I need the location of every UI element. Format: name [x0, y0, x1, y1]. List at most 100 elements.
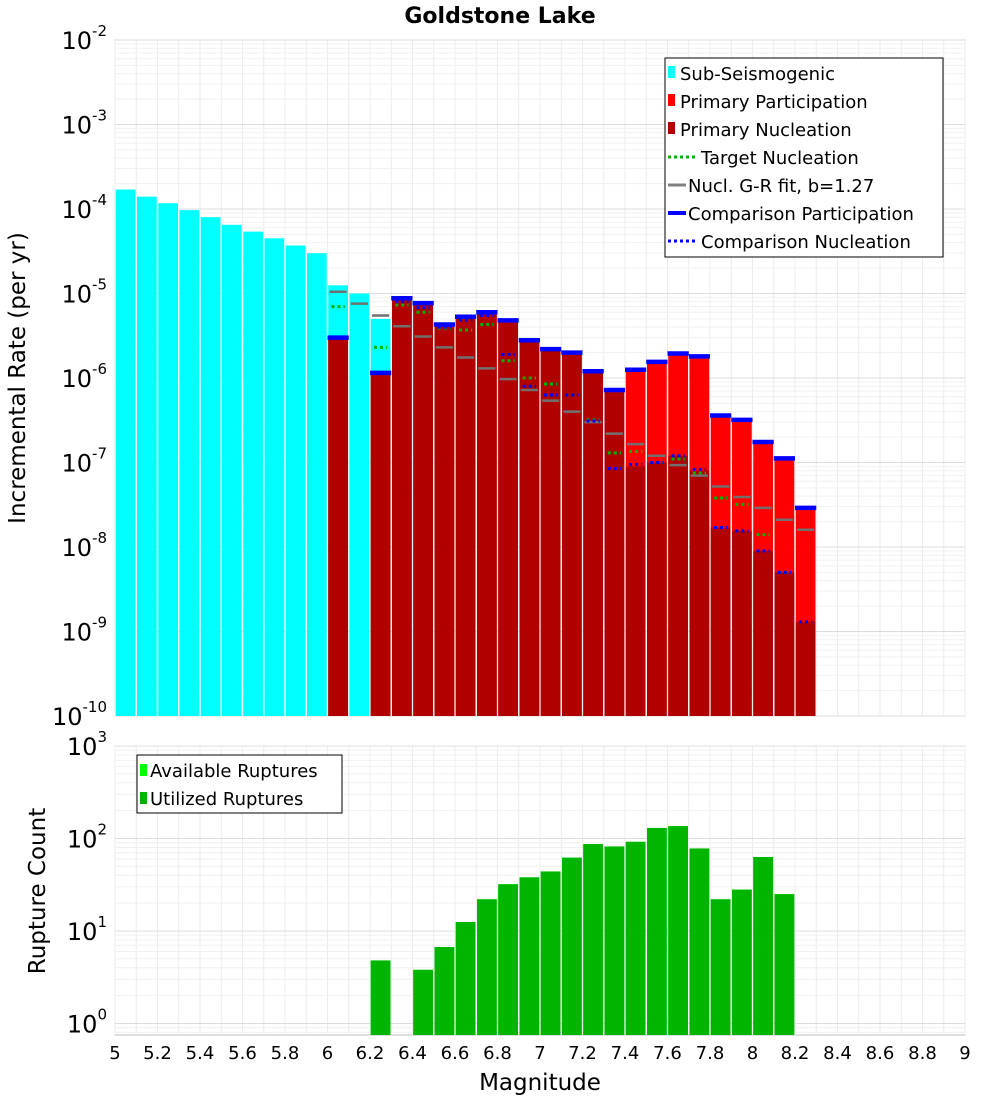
sub-seismogenic-bar: [115, 189, 136, 716]
legend-label-target-nucleation: Target Nucleation: [700, 148, 859, 169]
bottom-y-tick-labels: 100 101 102 103: [67, 728, 107, 1038]
x-tick-label: 5.6: [228, 1043, 257, 1064]
legend-label-primary-participation: Primary Participation: [680, 92, 868, 113]
legend-label-available-ruptures: Available Ruptures: [150, 761, 318, 782]
bottom-legend: Available Ruptures Utilized Ruptures: [136, 754, 343, 814]
legend-label-comparison-participation: Comparison Participation: [688, 204, 914, 225]
y-tick-label: 10-5: [61, 276, 107, 309]
y-tick-label: 10-9: [61, 614, 107, 647]
nucleation-bar: [689, 470, 710, 716]
bottom-bars: [370, 826, 795, 1035]
legend-swatch-sub-seismogenic: [668, 66, 675, 78]
nucleation-bar: [413, 304, 433, 716]
sub-seismogenic-bar: [222, 224, 242, 716]
sub-seismogenic-bar: [179, 210, 200, 716]
bottom-legend-box: [136, 754, 343, 814]
utilized-ruptures-bar: [370, 960, 391, 1035]
chart-title: Goldstone Lake: [404, 4, 595, 29]
x-tick-label: 5: [109, 1043, 120, 1064]
legend-label-primary-nucleation: Primary Nucleation: [680, 120, 852, 141]
sub-seismogenic-bar: [285, 245, 306, 717]
x-tick-labels: 5 5.2 5.4 5.6 5.8 6 6.2 6.4 6.6 6.8 7 7.2 7.4 7.6 7.8 8…: [109, 1043, 970, 1064]
x-tick-label: 6: [322, 1043, 333, 1064]
x-axis-label: Magnitude: [479, 1070, 601, 1096]
nucleation-bar: [455, 317, 476, 716]
utilized-ruptures-bar: [562, 857, 582, 1035]
nucleation-bar: [328, 338, 348, 716]
utilized-ruptures-bar: [710, 899, 731, 1035]
bottom-y-axis-label: Rupture Count: [25, 808, 51, 974]
sub-seismogenic-bar: [243, 231, 263, 716]
sub-seismogenic-bar: [349, 293, 370, 716]
utilized-ruptures-bar: [668, 826, 688, 1035]
utilized-ruptures-bar: [625, 841, 646, 1035]
y-tick-label: 10-10: [52, 698, 107, 731]
sub-seismogenic-bar: [307, 253, 327, 716]
utilized-ruptures-bar: [413, 969, 433, 1035]
x-tick-label: 6.8: [483, 1043, 512, 1064]
nucleation-bar: [604, 391, 625, 716]
x-tick-label: 5.4: [186, 1043, 215, 1064]
nucleation-bar: [477, 312, 497, 716]
legend-swatch-available-ruptures: [140, 764, 147, 776]
utilized-ruptures-bar: [774, 894, 795, 1035]
x-tick-label: 5.8: [271, 1043, 300, 1064]
nucleation-bar: [583, 372, 603, 716]
nucleation-bar: [732, 530, 752, 716]
bottom-gridlines: [114, 745, 966, 1035]
y-tick-label: 10-2: [61, 22, 107, 55]
legend-swatch-primary-participation: [668, 94, 675, 106]
nucleation-bar: [710, 527, 731, 716]
utilized-ruptures-bar: [732, 889, 752, 1035]
top-legend-box: [664, 57, 944, 258]
nucleation-bar: [774, 572, 795, 716]
utilized-ruptures-bar: [434, 947, 455, 1035]
x-tick-label: 7.6: [653, 1043, 682, 1064]
y-tick-label: 10-8: [61, 529, 107, 562]
y-tick-label: 102: [67, 820, 107, 853]
x-tick-label: 8.4: [823, 1043, 852, 1064]
legend-label-gr-fit: Nucl. G-R fit, b=1.27: [688, 176, 874, 197]
x-tick-label: 6.6: [441, 1043, 470, 1064]
y-tick-label: 100: [67, 1005, 107, 1038]
legend-swatch-utilized-ruptures: [140, 792, 147, 804]
sub-seismogenic-bar: [158, 203, 178, 717]
legend-label-utilized-ruptures: Utilized Ruptures: [150, 789, 303, 810]
legend-label-sub-seismogenic: Sub-Seismogenic: [680, 64, 835, 85]
x-tick-label: 9: [959, 1043, 970, 1064]
x-tick-label: 8: [747, 1043, 758, 1064]
nucleation-bar: [519, 341, 540, 716]
y-tick-label: 10-6: [61, 360, 107, 393]
nucleation-bar: [434, 325, 455, 716]
nucleation-bar: [498, 321, 518, 716]
utilized-ruptures-bar: [753, 857, 773, 1035]
x-tick-label: 8.8: [908, 1043, 937, 1064]
y-tick-label: 103: [67, 728, 107, 761]
sub-seismogenic-bar: [200, 217, 221, 716]
top-y-axis-label: Incremental Rate (per yr): [5, 232, 31, 524]
nucleation-bar: [540, 350, 561, 716]
x-tick-label: 7.2: [568, 1043, 597, 1064]
nucleation-bar: [625, 466, 646, 716]
utilized-ruptures-bar: [604, 846, 625, 1035]
legend-swatch-primary-nucleation: [668, 122, 675, 134]
utilized-ruptures-bar: [689, 848, 710, 1035]
x-tick-label: 6.4: [398, 1043, 427, 1064]
y-tick-label: 10-3: [61, 107, 107, 140]
x-tick-label: 6.2: [356, 1043, 385, 1064]
top-y-tick-labels: 10-10 10-9 10-8 10-7 10-6 10-5 10-4 10-3 10-2: [52, 22, 107, 731]
nucleation-bar: [795, 621, 816, 716]
y-tick-label: 10-7: [61, 445, 107, 478]
nucleation-bar: [370, 374, 391, 716]
y-tick-label: 101: [67, 913, 107, 946]
nucleation-bar: [647, 462, 667, 716]
x-tick-label: 7: [534, 1043, 545, 1064]
top-legend: Sub-Seismogenic Primary Participation Pr…: [664, 57, 944, 258]
utilized-ruptures-bar: [583, 844, 603, 1035]
legend-label-comparison-nucleation: Comparison Nucleation: [701, 232, 911, 253]
utilized-ruptures-bar: [540, 871, 561, 1035]
nucleation-bar: [753, 550, 773, 716]
top-bars: [115, 189, 816, 717]
sub-seismogenic-bar: [137, 196, 157, 717]
